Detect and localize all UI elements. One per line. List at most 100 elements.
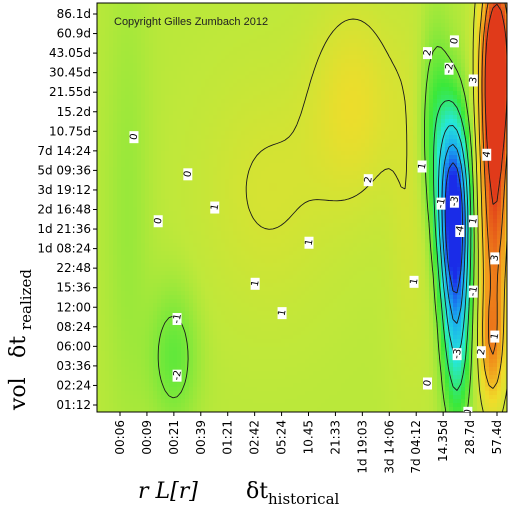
heat-cell (297, 47, 302, 52)
heat-cell (457, 35, 462, 40)
heat-cell (377, 15, 382, 20)
heat-cell (289, 151, 294, 156)
heat-cell (441, 55, 446, 60)
heat-cell (205, 87, 210, 92)
heat-cell (217, 67, 222, 72)
heat-cell (145, 139, 150, 144)
heat-cell (345, 19, 350, 24)
heat-cell (217, 19, 222, 24)
heat-cell (161, 19, 166, 24)
heat-cell (401, 51, 406, 56)
heat-cell (113, 107, 118, 112)
heat-cell (245, 131, 250, 136)
heat-cell (465, 139, 470, 144)
heat-cell (185, 95, 190, 100)
heat-cell (261, 183, 266, 188)
heat-cell (121, 59, 126, 64)
heat-cell (345, 131, 350, 136)
heat-cell (133, 59, 138, 64)
heat-cell (437, 131, 442, 136)
heat-cell (129, 111, 134, 116)
heat-cell (105, 167, 110, 172)
heat-cell (285, 159, 290, 164)
heat-cell (385, 67, 390, 72)
heat-cell (465, 63, 470, 68)
heat-cell (213, 143, 218, 148)
heat-cell (265, 3, 270, 8)
heat-cell (129, 87, 134, 92)
heat-cell (461, 119, 466, 124)
heat-cell (333, 7, 338, 12)
heat-cell (249, 139, 254, 144)
heat-cell (181, 151, 186, 156)
heat-cell (485, 187, 490, 192)
heat-cell (409, 39, 414, 44)
heat-cell (105, 31, 110, 36)
heat-cell (189, 7, 194, 12)
heat-cell (421, 87, 426, 92)
heat-cell (345, 127, 350, 132)
heat-cell (281, 107, 286, 112)
heat-cell (117, 59, 122, 64)
heat-cell (345, 175, 350, 180)
heat-cell (441, 19, 446, 24)
heat-cell (301, 15, 306, 20)
heat-cell (177, 67, 182, 72)
heat-cell (205, 103, 210, 108)
heat-cell (177, 95, 182, 100)
heat-cell (453, 63, 458, 68)
heat-cell (125, 51, 130, 56)
heat-cell (281, 63, 286, 68)
heat-cell (121, 167, 126, 172)
heat-cell (377, 107, 382, 112)
heat-cell (245, 127, 250, 132)
heat-cell (449, 119, 454, 124)
heat-cell (365, 47, 370, 52)
heat-cell (365, 11, 370, 16)
heat-cell (381, 167, 386, 172)
heat-cell (105, 59, 110, 64)
heat-cell (289, 183, 294, 188)
heat-cell (389, 23, 394, 28)
heat-cell (505, 183, 507, 188)
heat-cell (101, 159, 106, 164)
heat-cell (297, 147, 302, 152)
heat-cell (465, 11, 470, 16)
heat-cell (369, 191, 374, 196)
heat-cell (201, 11, 206, 16)
heat-cell (189, 27, 194, 32)
heat-cell (301, 139, 306, 144)
heat-cell (237, 163, 242, 168)
heat-cell (201, 187, 206, 192)
heat-cell (337, 155, 342, 160)
heat-cell (377, 95, 382, 100)
heat-cell (413, 63, 418, 68)
heat-cell (161, 119, 166, 124)
heat-cell (333, 143, 338, 148)
heat-cell (441, 87, 446, 92)
heat-cell (245, 115, 250, 120)
heat-cell (413, 67, 418, 72)
heat-cell (197, 67, 202, 72)
heat-cell (161, 83, 166, 88)
heat-cell (341, 67, 346, 72)
heat-cell (205, 99, 210, 104)
heat-cell (505, 55, 507, 60)
heat-cell (257, 63, 262, 68)
heat-cell (409, 91, 414, 96)
heat-cell (161, 195, 166, 200)
heat-cell (305, 59, 310, 64)
heat-cell (309, 87, 314, 92)
heat-cell (477, 143, 482, 148)
heat-cell (465, 119, 470, 124)
heat-cell (141, 39, 146, 44)
heat-cell (249, 15, 254, 20)
heat-cell (477, 95, 482, 100)
heat-cell (493, 87, 498, 92)
heat-cell (117, 103, 122, 108)
heat-cell (381, 11, 386, 16)
heat-cell (205, 123, 210, 128)
heat-cell (385, 147, 390, 152)
heat-cell (345, 147, 350, 152)
heat-cell (189, 179, 194, 184)
